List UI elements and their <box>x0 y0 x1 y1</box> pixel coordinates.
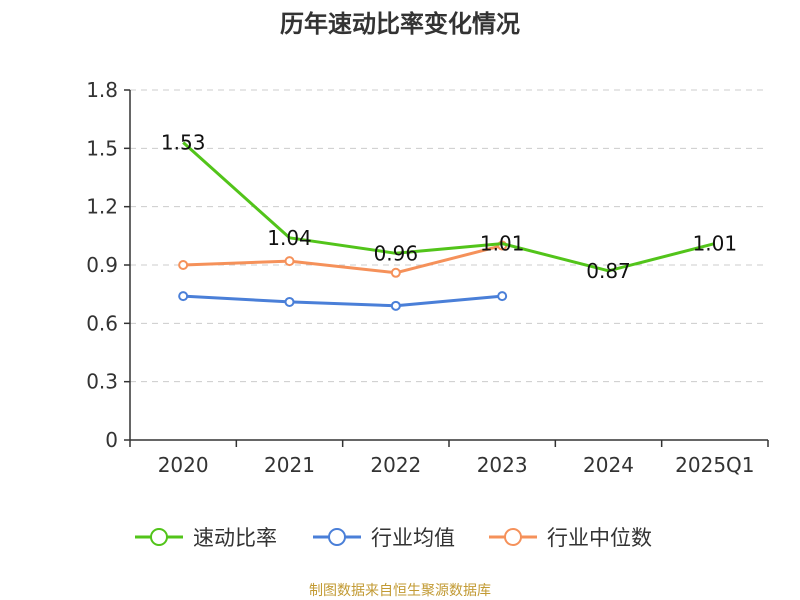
legend-marker <box>150 528 168 546</box>
series-lines <box>178 141 716 311</box>
axes: 0 0.3 0.6 0.9 1.2 1.5 1.8 2020 2021 2022 2023 2024 2… <box>86 78 769 477</box>
source-note: 制图数据来自恒生聚源数据库 <box>309 583 491 599</box>
legend-label: 行业中位数 <box>547 526 652 550</box>
series-line-2 <box>183 244 503 275</box>
series-point-1 <box>284 296 295 307</box>
series-line-0 <box>182 141 716 273</box>
series-point-2 <box>178 260 189 270</box>
legend: 速动比率 行业均值 行业中位数 <box>135 526 652 550</box>
series-point-1 <box>178 291 189 302</box>
x-tick-label: 2023 <box>477 453 528 477</box>
data-labels: 1.53 1.04 0.96 1.01 0.87 1.01 <box>161 131 737 283</box>
data-label: 1.01 <box>693 232 738 256</box>
chart-title: 历年速动比率变化情况 <box>280 10 520 38</box>
series-point-2 <box>284 256 295 267</box>
data-label: 0.87 <box>586 259 631 283</box>
y-tick-label: 1.8 <box>86 78 118 102</box>
x-tick-label: 2021 <box>264 453 315 477</box>
series-point-2 <box>390 267 401 278</box>
x-tick-label: 2025Q1 <box>675 453 754 477</box>
data-label: 0.96 <box>374 241 419 265</box>
series-point-1 <box>497 291 508 302</box>
x-tick-label: 2022 <box>370 453 421 477</box>
y-tick-label: 1.2 <box>86 195 118 219</box>
y-tick-label: 0 <box>105 428 118 452</box>
data-label: 1.53 <box>161 131 206 155</box>
y-tick-label: 1.5 <box>86 136 118 160</box>
legend-marker <box>504 528 522 546</box>
legend-label: 速动比率 <box>193 526 277 550</box>
y-tick-label: 0.3 <box>86 370 118 394</box>
x-tick-label: 2024 <box>583 453 634 477</box>
x-tick-label: 2020 <box>158 453 209 477</box>
legend-marker <box>328 528 346 546</box>
data-label: 1.04 <box>267 226 312 250</box>
legend-label: 行业均值 <box>371 526 455 550</box>
series-point-1 <box>390 300 401 311</box>
y-tick-label: 0.9 <box>86 253 118 277</box>
y-tick-label: 0.6 <box>86 311 118 335</box>
data-label: 1.01 <box>480 232 525 256</box>
grid <box>130 89 768 383</box>
series-line-1 <box>183 294 503 308</box>
